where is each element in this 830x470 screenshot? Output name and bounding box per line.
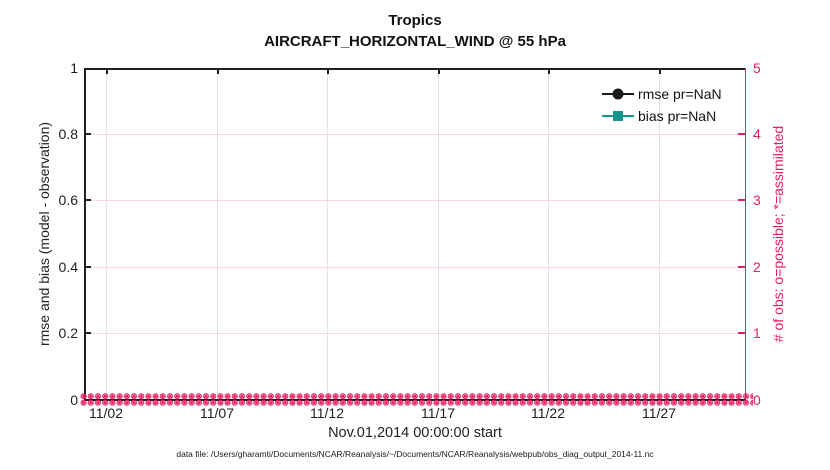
data-file-path: data file: /Users/gharamti/Documents/NCA… <box>176 449 654 459</box>
xtick-label: 11/12 <box>310 405 344 421</box>
xtick-top <box>659 69 661 74</box>
ytick-label-right: 5 <box>753 60 761 76</box>
axis-spine-right <box>744 68 746 401</box>
ytick-label-left: 1 <box>70 60 78 76</box>
ytick-right <box>738 133 745 135</box>
xtick-label: 11/27 <box>642 405 676 421</box>
ytick-right <box>738 266 745 268</box>
rmse-line-sample <box>602 88 634 100</box>
ytick-label-right: 4 <box>753 126 761 142</box>
bias-line-sample <box>602 111 634 121</box>
legend-item-bias: bias pr=NaN <box>602 107 722 125</box>
gridline-vertical <box>106 68 107 400</box>
xtick-top <box>438 69 440 74</box>
ytick-left <box>85 133 91 135</box>
ytick-label-left: 0.2 <box>58 325 78 341</box>
xtick-label: 11/22 <box>531 405 565 421</box>
xtick-label: 11/02 <box>89 405 123 421</box>
obs-count-marker-band <box>80 393 753 406</box>
gridline-horizontal <box>85 267 745 268</box>
legend-label-rmse: rmse pr=NaN <box>638 86 722 102</box>
xtick-label: 11/17 <box>421 405 455 421</box>
legend: rmse pr=NaN bias pr=NaN <box>602 85 722 125</box>
ytick-left <box>85 199 91 201</box>
xtick-top <box>327 69 329 74</box>
ytick-left <box>85 266 91 268</box>
xtick-top <box>106 69 108 74</box>
ytick-label-left: 0.8 <box>58 126 78 142</box>
gridline-horizontal <box>85 134 745 135</box>
ytick-label-left: 0.6 <box>58 192 78 208</box>
ytick-right <box>738 199 745 201</box>
ytick-label-right: 1 <box>753 325 761 341</box>
gridline-vertical <box>217 68 218 400</box>
ytick-left <box>85 332 91 334</box>
gridline-horizontal <box>85 333 745 334</box>
axis-spine-top <box>84 68 746 70</box>
plot-subtitle: AIRCRAFT_HORIZONTAL_WIND @ 55 hPa <box>264 33 566 50</box>
axis-spine-left <box>84 68 86 400</box>
x-axis-label: Nov.01,2014 00:00:00 start <box>328 425 502 441</box>
gridline-vertical <box>438 68 439 400</box>
ytick-label-left: 0 <box>70 392 78 408</box>
bias-square-marker-icon <box>613 111 623 121</box>
xtick-label: 11/07 <box>200 405 234 421</box>
legend-label-bias: bias pr=NaN <box>638 108 717 124</box>
gridline-vertical <box>327 68 328 400</box>
gridline-vertical <box>548 68 549 400</box>
legend-item-rmse: rmse pr=NaN <box>602 85 722 103</box>
ytick-label-right: 0 <box>753 392 761 408</box>
ytick-label-left: 0.4 <box>58 259 78 275</box>
xtick-top <box>217 69 219 74</box>
ytick-label-right: 2 <box>753 259 761 275</box>
plot-title-region: Tropics <box>388 12 442 29</box>
gridline-vertical <box>659 68 660 400</box>
rmse-circle-marker-icon <box>612 88 624 100</box>
ytick-right <box>738 332 745 334</box>
gridline-horizontal <box>85 200 745 201</box>
y-axis-label-right: # of obs: o=possible; *=assimilated <box>770 125 786 343</box>
ytick-label-right: 3 <box>753 192 761 208</box>
y-axis-label-left: rmse and bias (model - observation) <box>36 121 52 347</box>
xtick-top <box>548 69 550 74</box>
